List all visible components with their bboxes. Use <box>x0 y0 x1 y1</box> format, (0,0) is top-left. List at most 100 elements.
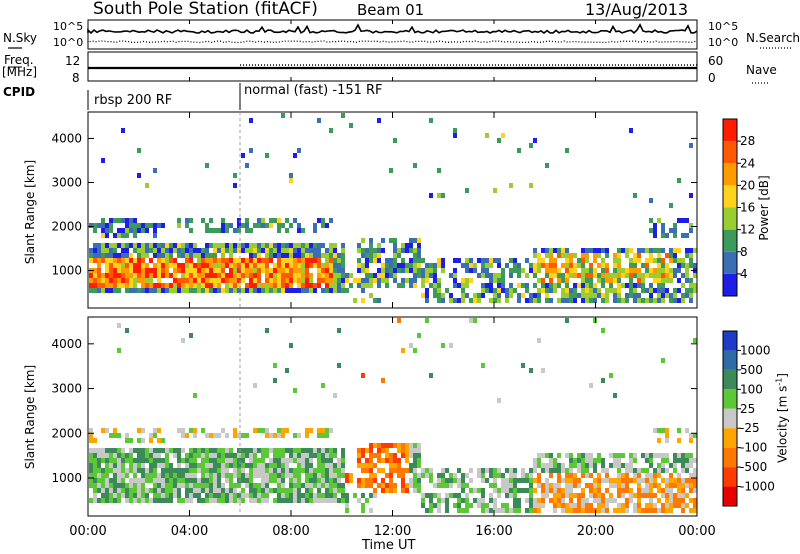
heatmap-cell <box>437 258 441 263</box>
heatmap-cell <box>633 293 637 298</box>
heatmap-cell <box>637 483 641 488</box>
power-colorbar-swatch <box>723 163 737 186</box>
heatmap-cell <box>433 493 437 498</box>
heatmap-cell <box>585 268 589 273</box>
heatmap-cell <box>577 493 581 498</box>
heatmap-cell <box>285 248 289 253</box>
heatmap-cell <box>105 268 109 273</box>
heatmap-cell <box>565 268 569 273</box>
heatmap-cell <box>437 293 441 298</box>
heatmap-cell <box>161 273 165 278</box>
heatmap-cell <box>117 258 121 263</box>
heatmap-cell <box>181 263 185 268</box>
heatmap-cell <box>101 158 105 163</box>
heatmap-cell <box>277 223 281 228</box>
heatmap-cell <box>469 298 473 303</box>
heatmap-cell <box>373 488 377 493</box>
heatmap-cell <box>333 483 337 488</box>
heatmap-cell <box>297 488 301 493</box>
heatmap-cell <box>337 458 341 463</box>
heatmap-cell <box>601 273 605 278</box>
heatmap-cell <box>565 293 569 298</box>
heatmap-cell <box>249 258 253 263</box>
heatmap-cell <box>653 493 657 498</box>
heatmap-cell <box>265 328 269 333</box>
heatmap-cell <box>569 453 573 458</box>
heatmap-cell <box>225 463 229 468</box>
heatmap-cell <box>433 293 437 298</box>
heatmap-cell <box>233 228 237 233</box>
heatmap-cell <box>565 493 569 498</box>
heatmap-cell <box>369 258 373 263</box>
heatmap-cell <box>277 433 281 438</box>
heatmap-cell <box>141 493 145 498</box>
heatmap-cell <box>645 288 649 293</box>
heatmap-cell <box>393 278 397 283</box>
heatmap-cell <box>113 243 117 248</box>
heatmap-cell <box>237 273 241 278</box>
heatmap-cell <box>501 278 505 283</box>
heatmap-cell <box>281 253 285 258</box>
heatmap-cell <box>105 483 109 488</box>
heatmap-cell <box>93 483 97 488</box>
heatmap-cell <box>229 483 233 488</box>
heatmap-cell <box>185 453 189 458</box>
heatmap-cell <box>121 468 125 473</box>
heatmap-cell <box>205 268 209 273</box>
heatmap-cell <box>205 468 209 473</box>
heatmap-cell <box>305 283 309 288</box>
heatmap-cell <box>509 293 513 298</box>
heatmap-cell <box>221 248 225 253</box>
heatmap-cell <box>197 448 201 453</box>
heatmap-cell <box>109 228 113 233</box>
heatmap-cell <box>229 278 233 283</box>
heatmap-cell <box>625 293 629 298</box>
heatmap-cell <box>193 473 197 478</box>
heatmap-cell <box>189 218 193 223</box>
heatmap-cell <box>189 448 193 453</box>
heatmap-cell <box>369 468 373 473</box>
heatmap-cell <box>601 458 605 463</box>
heatmap-cell <box>677 218 681 223</box>
heatmap-cell <box>297 148 301 153</box>
heatmap-cell <box>633 258 637 263</box>
heatmap-cell <box>213 458 217 463</box>
heatmap-cell <box>625 298 629 303</box>
heatmap-cell <box>529 508 533 513</box>
heatmap-cell <box>457 468 461 473</box>
heatmap-cell <box>317 283 321 288</box>
heatmap-cell <box>101 258 105 263</box>
heatmap-cell <box>141 428 145 433</box>
heatmap-cell <box>585 468 589 473</box>
heatmap-cell <box>237 433 241 438</box>
heatmap-cell <box>249 278 253 283</box>
heatmap-cell <box>321 483 325 488</box>
heatmap-cell <box>545 293 549 298</box>
heatmap-cell <box>377 273 381 278</box>
heatmap-cell <box>453 473 457 478</box>
heatmap-cell <box>565 473 569 478</box>
heatmap-cell <box>677 263 681 268</box>
heatmap-cell <box>245 448 249 453</box>
heatmap-cell <box>681 478 685 483</box>
heatmap-cell <box>205 228 209 233</box>
heatmap-cell <box>173 278 177 283</box>
heatmap-cell <box>613 393 617 398</box>
heatmap-cell <box>685 453 689 458</box>
heatmap-cell <box>101 493 105 498</box>
heatmap-cell <box>93 438 97 443</box>
heatmap-cell <box>221 498 225 503</box>
heatmap-cell <box>253 278 257 283</box>
heatmap-cell <box>477 468 481 473</box>
heatmap-cell <box>129 483 133 488</box>
heatmap-cell <box>169 273 173 278</box>
heatmap-cell <box>89 463 93 468</box>
heatmap-cell <box>213 468 217 473</box>
heatmap-cell <box>101 273 105 278</box>
heatmap-cell <box>293 498 297 503</box>
heatmap-cell <box>205 498 209 503</box>
heatmap-cell <box>437 168 441 173</box>
heatmap-cell <box>125 453 129 458</box>
heatmap-cell <box>665 293 669 298</box>
heatmap-cell <box>129 273 133 278</box>
